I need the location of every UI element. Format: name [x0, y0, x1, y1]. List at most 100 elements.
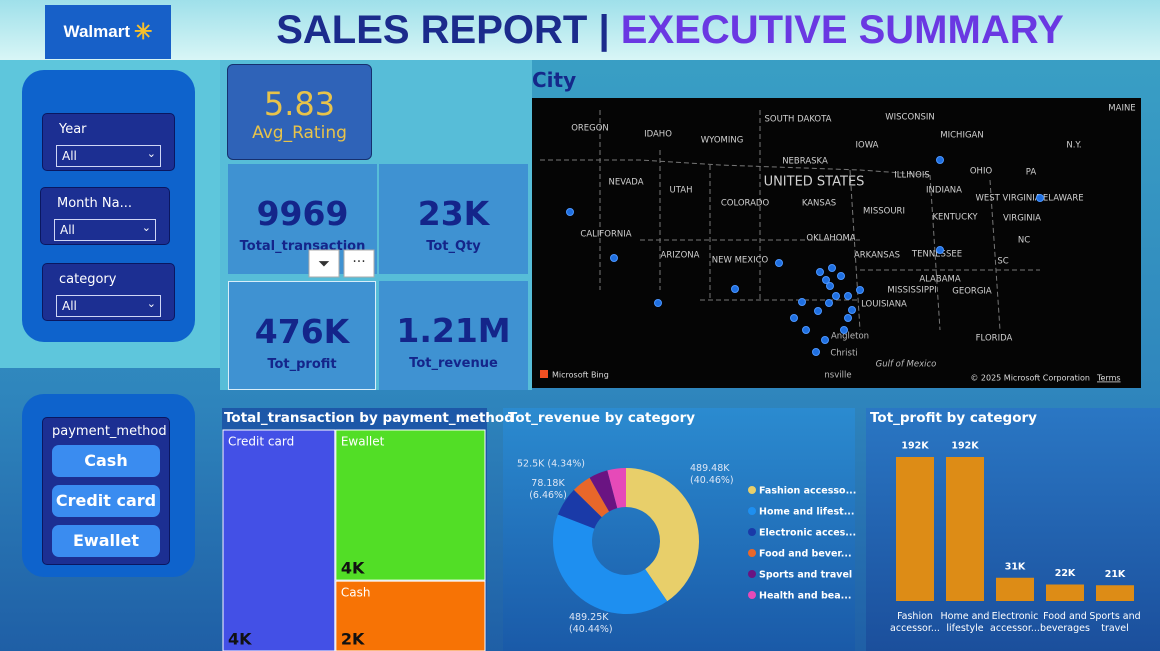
city-dot	[790, 314, 798, 322]
more-options[interactable]	[343, 249, 375, 278]
bing-logo	[540, 370, 548, 378]
legend-label: Health and bea...	[759, 591, 851, 602]
kpi-label: Tot_profit	[267, 357, 337, 372]
map-terms[interactable]: Terms	[1096, 374, 1121, 383]
x-tick-label: Home and lifestyle	[940, 611, 990, 634]
legend-dot	[748, 591, 756, 599]
data-label: 78.18K (6.46%)	[529, 478, 567, 501]
map-label: UNITED STATES	[764, 175, 865, 190]
city-dot	[936, 156, 944, 164]
treemap-category: Credit card	[228, 435, 294, 449]
city-dot	[654, 299, 662, 307]
data-label: 21K	[1105, 569, 1126, 580]
kpi-card: 5.83 Avg_Rating	[227, 64, 372, 160]
map-label: OHIO	[970, 167, 993, 177]
legend-label: Sports and travel	[759, 570, 852, 581]
kpi-value: 1.21M	[396, 311, 511, 350]
map-label: INDIANA	[926, 186, 962, 196]
map-label: KENTUCKY	[932, 213, 978, 223]
treemap-category: Cash	[341, 586, 371, 600]
map-label: NEVADA	[608, 178, 643, 188]
treemap-value: 2K	[341, 630, 365, 649]
bar	[1096, 585, 1134, 601]
map-label: PA	[1026, 168, 1037, 178]
map-label: MAINE	[1108, 104, 1135, 114]
map-label: MISSISSIPPI	[887, 286, 936, 296]
slicer-label: category	[59, 272, 117, 287]
city-dot	[822, 276, 830, 284]
map-provider: Microsoft Bing	[552, 371, 609, 380]
kpi-card: 1.21M Tot_revenue	[379, 281, 528, 390]
payment-option[interactable]: Cash	[52, 445, 160, 477]
city-dot	[610, 254, 618, 262]
data-label-line: (6.46%)	[529, 490, 567, 501]
kpi-label: Tot_Qty	[426, 239, 481, 254]
bar	[1046, 584, 1084, 601]
map-label: DELAWARE	[1036, 194, 1083, 204]
map-background	[532, 98, 1141, 388]
slicer[interactable]: category All ⌄	[42, 263, 175, 321]
slicer[interactable]: Year All ⌄	[42, 113, 175, 171]
data-label: 192K	[901, 441, 929, 452]
treemap-tile	[222, 429, 336, 651]
city-dot	[856, 286, 864, 294]
logo: Walmart ✳	[45, 5, 171, 59]
slicer-dropdown[interactable]: All	[56, 295, 161, 317]
x-tick-label: Sports and travel	[1089, 611, 1141, 634]
city-dot	[936, 246, 944, 254]
kpi-label: Tot_revenue	[409, 356, 498, 371]
payment-slicer: payment_method Cash Credit card Ewallet	[42, 417, 170, 565]
legend-label: Fashion accesso...	[759, 486, 856, 497]
treemap-category: Ewallet	[341, 435, 385, 449]
map-title: City	[532, 68, 577, 92]
legend-dot	[748, 486, 756, 494]
slicer[interactable]: Month Na... All ⌄	[40, 187, 170, 245]
map-label: ALABAMA	[919, 275, 961, 285]
city-dot	[826, 282, 834, 290]
x-tick-label: Electronic accessor...	[990, 611, 1040, 634]
data-label-line: 78.18K	[531, 478, 565, 489]
map-label: GEORGIA	[952, 287, 992, 297]
donut-slice	[626, 468, 700, 602]
map-label: Gulf of Mexico	[876, 360, 937, 370]
city-dot	[844, 314, 852, 322]
header-band	[0, 0, 1160, 60]
map-label: WEST VIRGINIA	[975, 194, 1040, 204]
data-label: 489.25K (40.44%)	[569, 612, 613, 635]
kpi-value: 5.83	[263, 85, 336, 123]
donut-slice	[557, 489, 602, 529]
chevron: ⌄	[146, 297, 156, 310]
slicer-dropdown[interactable]: All	[56, 145, 161, 167]
map-label: Christi	[830, 349, 857, 359]
slicer-dropdown[interactable]: All	[54, 219, 156, 241]
city-dot	[775, 259, 783, 267]
map-label: MICHIGAN	[940, 131, 983, 141]
map-label: KANSAS	[802, 199, 836, 209]
map-label: MISSOURI	[863, 207, 905, 217]
payment-option[interactable]: Credit card	[52, 485, 160, 517]
map-label: LOUISIANA	[861, 300, 907, 310]
city-dot	[828, 264, 836, 272]
city-dot	[816, 268, 824, 276]
map-label: Angleton	[831, 332, 869, 342]
legend-label: Food and bever...	[759, 549, 852, 560]
map-label: SC	[997, 257, 1008, 267]
map-label: WYOMING	[701, 136, 744, 146]
treemap-value: 4K	[341, 559, 365, 578]
kpi-value: 9969	[256, 194, 349, 233]
map-label: ILLINOIS	[894, 171, 929, 181]
map-label: WISCONSIN	[885, 113, 935, 123]
filter-icon[interactable]	[308, 249, 340, 278]
city-dot	[821, 336, 829, 344]
donut-slice	[552, 514, 668, 614]
logo-spark: ✳	[134, 19, 153, 44]
legend-dot	[748, 507, 756, 515]
map-label: NC	[1018, 236, 1030, 246]
data-label: 192K	[951, 441, 979, 452]
payment-option[interactable]: Ewallet	[52, 525, 160, 557]
more-glyph: ···	[352, 254, 365, 270]
bar	[946, 457, 984, 601]
map-label: TENNESSEE	[911, 250, 962, 260]
filter-glyph: ⏷	[318, 255, 330, 273]
